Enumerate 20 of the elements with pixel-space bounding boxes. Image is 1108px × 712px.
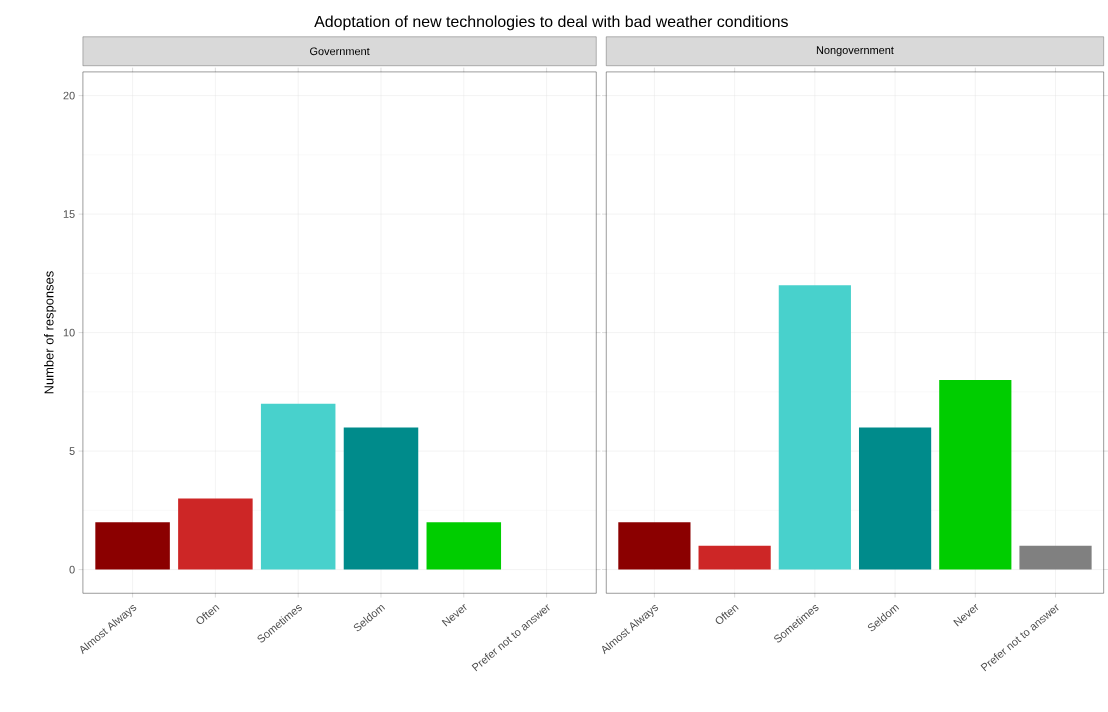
bar bbox=[618, 522, 691, 570]
y-tick-label: 15 bbox=[63, 210, 75, 218]
bar bbox=[858, 427, 932, 570]
bar bbox=[343, 427, 419, 570]
bar bbox=[178, 498, 253, 570]
y-tick-label: 0 bbox=[69, 565, 75, 574]
bar bbox=[1019, 545, 1092, 570]
bar bbox=[939, 379, 1012, 570]
bar bbox=[698, 545, 771, 570]
chart-subtitle: Nongovernment bbox=[816, 46, 894, 57]
bar bbox=[426, 522, 502, 570]
y-tick-label: 10 bbox=[63, 328, 75, 337]
y-axis-title: Number of responses bbox=[44, 271, 57, 394]
chart-subtitle: Government bbox=[310, 47, 370, 56]
y-tick-label: 5 bbox=[69, 447, 75, 455]
chart-title: Adoptation of new technologies to deal with bad weather conditions bbox=[314, 15, 788, 31]
bar bbox=[778, 285, 851, 570]
y-tick-label: 20 bbox=[63, 91, 75, 100]
bar bbox=[95, 522, 170, 570]
bar bbox=[260, 403, 336, 570]
